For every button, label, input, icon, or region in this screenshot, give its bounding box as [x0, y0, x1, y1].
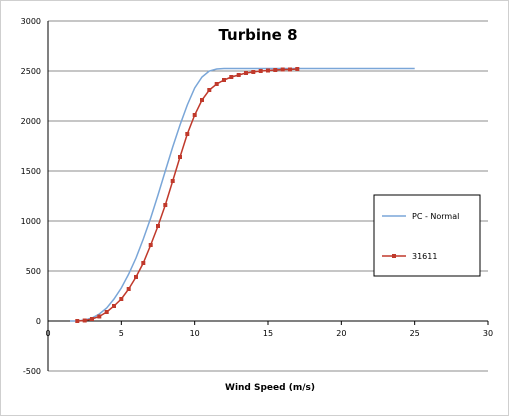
- legend-box: [373, 194, 481, 277]
- x-tick-labels: 0 5 10 15 20 25 30: [45, 329, 493, 338]
- series-1-point-29: [288, 67, 292, 72]
- series-1-point-7: [126, 287, 131, 291]
- series-1-point-4: [104, 310, 109, 314]
- y-tick-label-4: 1500: [21, 167, 41, 176]
- series-1-point-8: [134, 275, 138, 279]
- x-tick-label-6: 30: [483, 329, 493, 338]
- series-1-point-0: [75, 319, 80, 323]
- x-tick-label-2: 10: [190, 329, 200, 338]
- series-1-point-27: [273, 68, 278, 72]
- series-1-point-12: [163, 203, 168, 207]
- series-1-point-2: [90, 317, 94, 321]
- x-tick-label-4: 20: [336, 329, 346, 338]
- series-1-point-9: [141, 261, 146, 265]
- series-1-point-23: [244, 71, 248, 75]
- series-line-0: [70, 67, 415, 322]
- legend-label-31611: 31611: [412, 252, 437, 261]
- y-tick-label-2: 500: [26, 267, 41, 276]
- series-1-point-6: [119, 297, 124, 301]
- y-tick-labels: -500 0 500 1000 1500 2000 2500 3000: [21, 17, 41, 376]
- series-1-point-18: [207, 88, 212, 92]
- series-1-point-3: [97, 314, 102, 319]
- y-tick-label-1: 0: [36, 317, 41, 326]
- series-1-point-14: [178, 155, 182, 159]
- series-1-point-11: [156, 224, 160, 228]
- series-layer: [70, 67, 415, 323]
- series-1-point-17: [200, 98, 204, 102]
- x-tick-label-0: 0: [45, 329, 50, 338]
- series-1-point-13: [170, 179, 175, 183]
- series-1-point-22: [236, 73, 241, 77]
- x-tick-label-5: 25: [410, 329, 420, 338]
- y-tick-label-3: 1000: [21, 217, 41, 226]
- series-1-point-15: [185, 132, 190, 136]
- series-1-point-20: [222, 78, 226, 82]
- chart-title: Turbine 8: [218, 26, 297, 44]
- series-1-point-28: [280, 67, 285, 72]
- series-1-point-25: [258, 69, 263, 73]
- series-1-point-30: [295, 67, 300, 71]
- series-1-point-16: [192, 113, 197, 117]
- x-tick-label-3: 15: [263, 329, 273, 338]
- series-1-point-19: [214, 82, 219, 86]
- legend-label-pc-normal: PC - Normal: [412, 212, 459, 221]
- y-tick-label-5: 2000: [21, 117, 41, 126]
- y-tick-label-0: -500: [23, 367, 41, 376]
- y-tick-label-7: 3000: [21, 17, 41, 26]
- legend-swatch-31611-marker: [392, 254, 396, 258]
- series-1-point-5: [112, 304, 116, 308]
- series-1-point-10: [148, 243, 153, 247]
- legend: PC - Normal 31611: [373, 194, 481, 277]
- x-tick-label-1: 5: [119, 329, 124, 338]
- series-1-point-1: [82, 318, 87, 323]
- series-1-point-21: [229, 75, 234, 79]
- y-tick-label-6: 2500: [21, 67, 41, 76]
- axes: [47, 21, 489, 371]
- series-1-point-24: [251, 70, 256, 74]
- x-axis-label: Wind Speed (m/s): [225, 383, 315, 393]
- series-1-point-26: [266, 68, 270, 73]
